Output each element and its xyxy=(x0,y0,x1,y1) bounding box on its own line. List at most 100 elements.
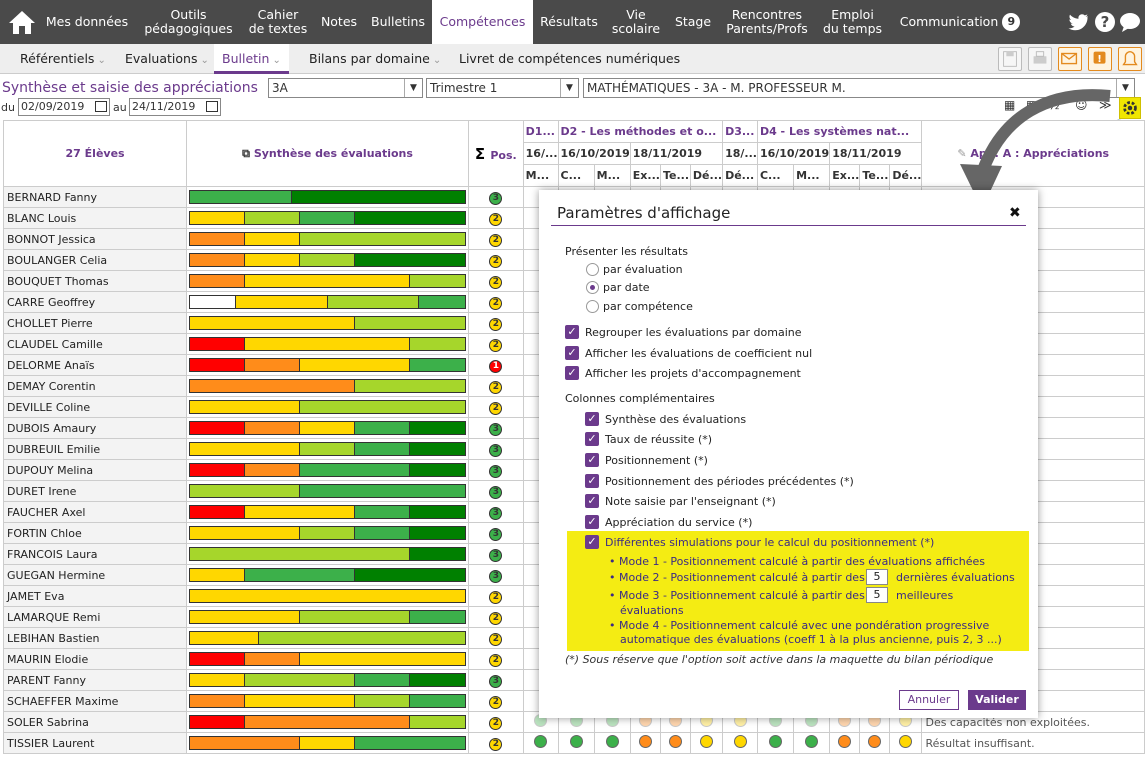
domain-header[interactable]: D4 - Les systèmes nat... xyxy=(756,120,923,143)
topnav-item[interactable]: Stage xyxy=(667,0,719,44)
checkbox-column[interactable]: ✓ xyxy=(585,515,599,529)
student-name[interactable]: CHOLLET Pierre xyxy=(2,312,188,334)
checkbox-column[interactable]: ✓ xyxy=(585,474,599,488)
checkbox-simulations[interactable]: ✓ xyxy=(585,535,599,549)
evaluation-cell[interactable] xyxy=(889,732,923,754)
student-name[interactable]: DEVILLE Coline xyxy=(2,396,188,418)
alert-icon[interactable]: ! xyxy=(1088,47,1112,71)
subcol-header[interactable]: M... xyxy=(522,164,559,187)
student-name[interactable]: LAMARQUE Remi xyxy=(2,606,188,628)
student-name[interactable]: JAMET Eva xyxy=(2,585,188,607)
mode-2-input[interactable]: 5 xyxy=(866,569,888,585)
student-name[interactable]: DUBOIS Amaury xyxy=(2,417,188,439)
date-from-input[interactable]: 02/09/2019 xyxy=(18,98,110,116)
student-name[interactable]: BOULANGER Celia xyxy=(2,249,188,271)
evaluation-cell[interactable] xyxy=(756,732,795,754)
subnav-item[interactable]: Bulletin ⌄ xyxy=(214,44,289,74)
student-name[interactable]: LEBIHAN Bastien xyxy=(2,627,188,649)
evaluation-cell[interactable] xyxy=(689,732,724,754)
subcol-header[interactable]: Ex... xyxy=(829,164,861,187)
domain-header[interactable]: D3... xyxy=(722,120,758,143)
help-icon[interactable]: ? xyxy=(1094,11,1116,33)
student-name[interactable]: FRANCOIS Laura xyxy=(2,543,188,565)
student-name[interactable]: DUBREUIL Emilie xyxy=(2,438,188,460)
topnav-item[interactable]: Outils pédagogiques xyxy=(135,0,242,44)
student-name[interactable]: MAURIN Elodie xyxy=(2,648,188,670)
subcol-header[interactable]: C... xyxy=(756,164,795,187)
subcol-header[interactable]: Dé... xyxy=(689,164,724,187)
periode-select[interactable]: Trimestre 1 ▼ xyxy=(426,78,579,98)
topnav-item[interactable]: Notes xyxy=(314,0,364,44)
topnav-item[interactable]: Emploi du temps xyxy=(815,0,890,44)
mode-3-input[interactable]: 5 xyxy=(866,587,888,603)
close-icon[interactable]: ✖ xyxy=(1009,205,1021,221)
student-name[interactable]: DELORME Anaïs xyxy=(2,354,188,376)
student-name[interactable]: SCHAEFFER Maxime xyxy=(2,690,188,712)
subnav-item[interactable]: Référentiels ⌄ xyxy=(20,44,106,74)
service-select[interactable]: MATHÉMATIQUES - 3A - M. PROFESSEUR M. ▼ xyxy=(583,78,1135,98)
subcol-header[interactable]: Te... xyxy=(859,164,891,187)
evaluation-cell[interactable] xyxy=(629,732,661,754)
radio-par-competence[interactable] xyxy=(586,300,599,313)
synthese-header[interactable]: ⧉ Synthèse des évaluations xyxy=(186,120,469,187)
calendar-icon[interactable] xyxy=(95,101,107,112)
subcol-header[interactable]: M... xyxy=(793,164,831,187)
checkbox-column[interactable]: ✓ xyxy=(585,432,599,446)
student-name[interactable]: BONNOT Jessica xyxy=(2,228,188,250)
evaluation-cell[interactable] xyxy=(522,732,559,754)
table-row[interactable]: TISSIER Laurent 2 Résultat insuffisant. xyxy=(2,732,1145,754)
student-name[interactable]: TISSIER Laurent xyxy=(2,732,188,754)
evaluation-cell[interactable] xyxy=(557,732,595,754)
bell-icon[interactable] xyxy=(1118,47,1142,71)
subcol-header[interactable]: M... xyxy=(593,164,631,187)
print-icon[interactable] xyxy=(1028,47,1052,71)
twitter-icon[interactable] xyxy=(1067,11,1089,33)
subcol-header[interactable]: C... xyxy=(557,164,595,187)
student-name[interactable]: CARRE Geoffrey xyxy=(2,291,188,313)
subcol-header[interactable]: Dé... xyxy=(722,164,758,187)
topnav-item[interactable]: Vie scolaire xyxy=(605,0,667,44)
evaluation-cell[interactable] xyxy=(593,732,631,754)
student-name[interactable]: BERNARD Fanny xyxy=(2,186,188,208)
student-name[interactable]: DUPOUY Melina xyxy=(2,459,188,481)
save-icon[interactable] xyxy=(998,47,1022,71)
date-to-input[interactable]: 24/11/2019 xyxy=(129,98,221,116)
student-name[interactable]: BLANC Louis xyxy=(2,207,188,229)
checkbox-projets[interactable]: ✓ xyxy=(565,366,579,380)
topnav-item[interactable]: Communication 9 xyxy=(890,0,1030,44)
domain-header[interactable]: D2 - Les méthodes et o... xyxy=(557,120,724,143)
evaluation-cell[interactable] xyxy=(859,732,891,754)
cancel-button[interactable]: Annuler xyxy=(899,690,959,710)
subnav-item[interactable]: Livret de compétences numériques xyxy=(459,44,680,74)
evaluation-cell[interactable] xyxy=(659,732,691,754)
student-name[interactable]: FORTIN Chloe xyxy=(2,522,188,544)
topnav-item[interactable]: Compétences xyxy=(432,0,533,44)
radio-par-date[interactable] xyxy=(586,281,599,294)
home-icon[interactable] xyxy=(7,8,37,36)
checkbox-column[interactable]: ✓ xyxy=(585,453,599,467)
chat-icon[interactable] xyxy=(1119,11,1141,33)
appreciation-cell[interactable]: Résultat insuffisant. xyxy=(921,732,1145,754)
topnav-item[interactable]: Cahier de textes xyxy=(242,0,314,44)
student-name[interactable]: CLAUDEL Camille xyxy=(2,333,188,355)
student-name[interactable]: DURET Irene xyxy=(2,480,188,502)
subnav-item[interactable]: Evaluations ⌄ xyxy=(125,44,209,74)
domain-header[interactable]: D1... xyxy=(522,120,559,143)
radio-par-evaluation[interactable] xyxy=(586,263,599,276)
topnav-item[interactable]: Rencontres Parents/Profs xyxy=(719,0,815,44)
student-name[interactable]: BOUQUET Thomas xyxy=(2,270,188,292)
mail-icon[interactable] xyxy=(1058,47,1082,71)
checkbox-column[interactable]: ✓ xyxy=(585,494,599,508)
evaluation-cell[interactable] xyxy=(793,732,831,754)
classe-select[interactable]: 3A ▼ xyxy=(268,78,423,98)
checkbox-grouper[interactable]: ✓ xyxy=(565,325,579,339)
subcol-header[interactable]: Ex... xyxy=(629,164,661,187)
settings-gear-icon[interactable] xyxy=(1119,97,1141,119)
student-name[interactable]: DEMAY Corentin xyxy=(2,375,188,397)
pos-header[interactable]: Σ Pos. xyxy=(468,120,524,187)
subcol-header[interactable]: Te... xyxy=(659,164,691,187)
student-name[interactable]: PARENT Fanny xyxy=(2,669,188,691)
validate-button[interactable]: Valider xyxy=(968,690,1026,710)
topnav-item[interactable]: Résultats xyxy=(533,0,605,44)
topnav-item[interactable]: Mes données xyxy=(39,0,135,44)
